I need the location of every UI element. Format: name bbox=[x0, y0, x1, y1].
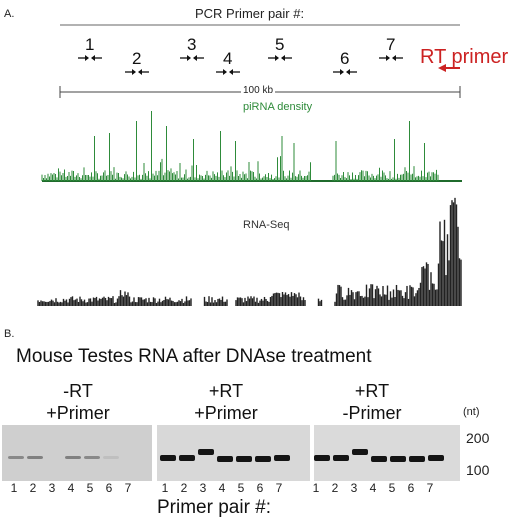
group-line1: -RT bbox=[63, 381, 93, 401]
gel-band bbox=[314, 455, 330, 461]
primer-number-3: 3 bbox=[187, 35, 197, 54]
nt-unit-label: (nt) bbox=[463, 406, 480, 418]
gel-bands bbox=[8, 449, 444, 462]
gel-section-no-rt bbox=[2, 425, 152, 481]
primer-number-6: 6 bbox=[340, 49, 350, 68]
gel-section-rt-primer bbox=[157, 425, 310, 481]
gel-band bbox=[333, 455, 349, 461]
lane-number: 1 bbox=[10, 481, 18, 495]
gel-band bbox=[255, 456, 271, 462]
group-label-no-rt: -RT +Primer bbox=[28, 380, 128, 424]
lane-number: 3 bbox=[48, 481, 56, 495]
primer-arrow-6 bbox=[333, 69, 357, 75]
group-label-rt-primer: +RT +Primer bbox=[176, 380, 276, 424]
primer-pair-axis-label: Primer pair #: bbox=[157, 497, 272, 518]
gel-band bbox=[274, 455, 290, 461]
lane-number: 7 bbox=[426, 481, 434, 495]
gel-band bbox=[103, 456, 119, 459]
rt-primer-arrow bbox=[438, 64, 460, 72]
lane-number: 4 bbox=[218, 481, 226, 495]
group-line2: +Primer bbox=[46, 403, 110, 423]
gel-band bbox=[236, 456, 252, 462]
rnaseq-track-label: RNA-Seq bbox=[243, 219, 290, 231]
marker-200: 200 bbox=[466, 430, 490, 446]
group-label-rt-no-primer: +RT -Primer bbox=[322, 380, 422, 424]
lane-number: 3 bbox=[350, 481, 358, 495]
gel-band bbox=[84, 456, 100, 459]
gel-band bbox=[390, 456, 406, 462]
primer-number-5: 5 bbox=[275, 35, 285, 54]
lane-number: 7 bbox=[124, 481, 132, 495]
primer-number-1: 1 bbox=[85, 35, 95, 54]
pirna-density-track bbox=[41, 111, 439, 181]
primer-arrow-2 bbox=[125, 69, 149, 75]
lane-number: 2 bbox=[29, 481, 37, 495]
lane-number: 1 bbox=[312, 481, 320, 495]
gel-band bbox=[217, 456, 233, 462]
lane-number: 5 bbox=[237, 481, 245, 495]
panel-a-label: A. bbox=[4, 8, 15, 20]
lane-number: 1 bbox=[161, 481, 169, 495]
primer-arrow-1 bbox=[78, 55, 102, 61]
gel-band bbox=[371, 456, 387, 462]
lane-number: 3 bbox=[199, 481, 207, 495]
lane-number: 4 bbox=[67, 481, 75, 495]
pcr-primer-title: PCR Primer pair #: bbox=[195, 6, 305, 21]
lane-number: 2 bbox=[331, 481, 339, 495]
lane-number: 7 bbox=[275, 481, 283, 495]
gel-title: Mouse Testes RNA after DNAse treatment bbox=[16, 346, 372, 367]
gel-band bbox=[409, 456, 425, 462]
primer-arrow-7 bbox=[379, 55, 403, 61]
gel-band bbox=[160, 455, 176, 461]
panel-b-label: B. bbox=[4, 328, 15, 340]
primer-number-7: 7 bbox=[386, 35, 396, 54]
primer-arrow-3 bbox=[180, 55, 204, 61]
scale-bar-label: 100 kb bbox=[241, 85, 276, 96]
gel-band bbox=[27, 456, 43, 459]
gel-band bbox=[428, 455, 444, 461]
primer-number-2: 2 bbox=[132, 49, 142, 68]
pirna-track-label: piRNA density bbox=[243, 101, 313, 113]
group-line1: +RT bbox=[354, 381, 390, 401]
gel-image bbox=[2, 425, 460, 481]
lane-number: 6 bbox=[256, 481, 264, 495]
lane-number: 6 bbox=[407, 481, 415, 495]
gel-band bbox=[198, 449, 214, 455]
rna-seq-track bbox=[37, 197, 462, 306]
lane-number: 5 bbox=[86, 481, 94, 495]
group-line2: +Primer bbox=[194, 403, 258, 423]
group-line1: +RT bbox=[208, 381, 244, 401]
primer-arrows bbox=[78, 55, 403, 75]
primer-arrow-4 bbox=[216, 69, 240, 75]
lane-number: 6 bbox=[105, 481, 113, 495]
primer-arrow-5 bbox=[268, 55, 292, 61]
group-line2: -Primer bbox=[342, 403, 402, 423]
gel-band bbox=[179, 455, 195, 461]
panel-a-figure bbox=[37, 24, 462, 306]
gel-section-rt-no-primer bbox=[314, 425, 460, 481]
lane-number: 5 bbox=[388, 481, 396, 495]
rt-primer-label: RT primer bbox=[420, 46, 509, 68]
marker-100: 100 bbox=[466, 462, 490, 478]
primer-number-4: 4 bbox=[223, 49, 233, 68]
gel-band bbox=[65, 456, 81, 459]
lane-number: 4 bbox=[369, 481, 377, 495]
gel-band bbox=[8, 456, 24, 459]
lane-number: 2 bbox=[180, 481, 188, 495]
gel-band bbox=[352, 449, 368, 455]
